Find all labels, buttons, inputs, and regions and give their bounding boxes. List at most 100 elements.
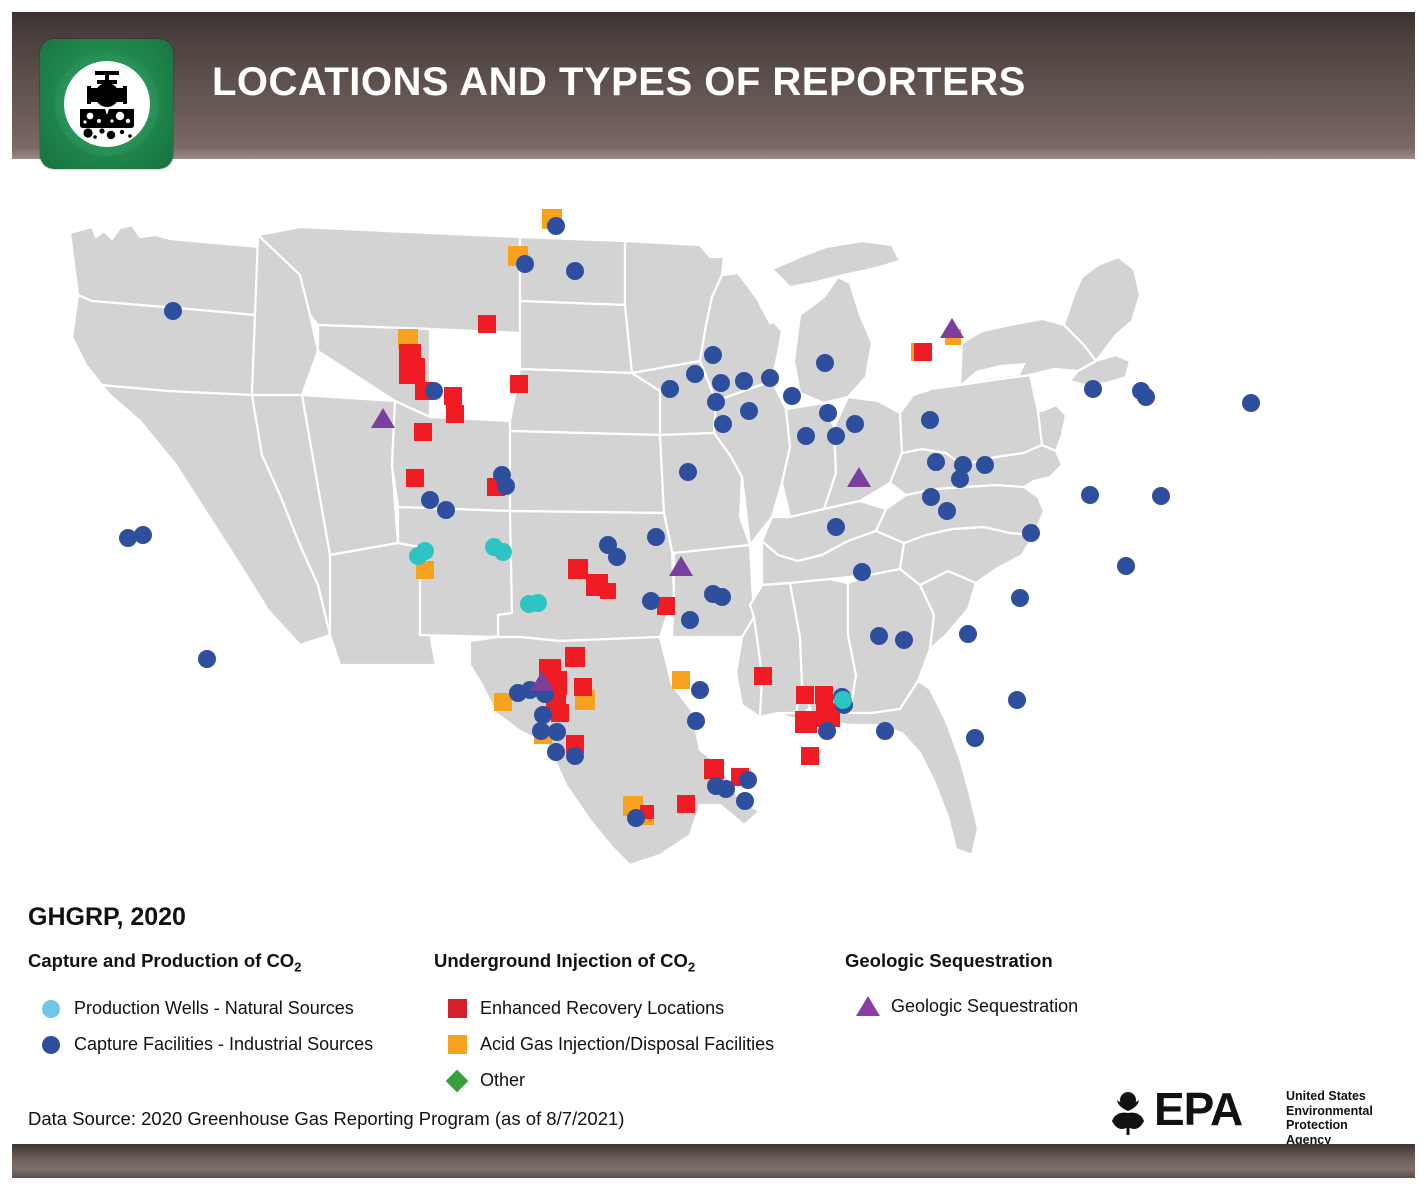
map-marker-enhanced-recovery[interactable]: [510, 375, 528, 393]
map-marker-capture-facility[interactable]: [679, 463, 697, 481]
map-marker-capture-facility[interactable]: [816, 354, 834, 372]
map-marker-capture-facility[interactable]: [164, 302, 182, 320]
map-marker-geologic-sequestration[interactable]: [847, 467, 871, 487]
map-marker-capture-facility[interactable]: [922, 488, 940, 506]
map-marker-capture-facility[interactable]: [921, 411, 939, 429]
map-marker-geologic-sequestration[interactable]: [530, 671, 554, 691]
map-marker-capture-facility[interactable]: [134, 526, 152, 544]
map-marker-capture-facility[interactable]: [1011, 589, 1029, 607]
map-marker-capture-facility[interactable]: [895, 631, 913, 649]
map-marker-enhanced-recovery[interactable]: [796, 686, 814, 704]
map-marker-capture-facility[interactable]: [713, 588, 731, 606]
map-marker-capture-facility[interactable]: [119, 529, 137, 547]
map-marker-capture-facility[interactable]: [437, 501, 455, 519]
map-marker-enhanced-recovery[interactable]: [795, 711, 817, 733]
map-marker-capture-facility[interactable]: [642, 592, 660, 610]
map-marker-capture-facility[interactable]: [870, 627, 888, 645]
map-marker-enhanced-recovery[interactable]: [574, 678, 592, 696]
map-marker-capture-facility[interactable]: [198, 650, 216, 668]
map-marker-capture-facility[interactable]: [735, 372, 753, 390]
map-marker-capture-facility[interactable]: [846, 415, 864, 433]
map-marker-capture-facility[interactable]: [1008, 691, 1026, 709]
map-marker-capture-facility[interactable]: [736, 792, 754, 810]
map-marker-enhanced-recovery[interactable]: [446, 405, 464, 423]
map-marker-capture-facility[interactable]: [425, 382, 443, 400]
map-marker-capture-facility[interactable]: [827, 518, 845, 536]
map-marker-capture-facility[interactable]: [1084, 380, 1102, 398]
map-marker-enhanced-recovery[interactable]: [815, 686, 833, 704]
legend-item-capture-facilities[interactable]: Capture Facilities - Industrial Sources: [28, 1027, 373, 1063]
map-marker-capture-facility[interactable]: [421, 491, 439, 509]
map-marker-capture-facility[interactable]: [818, 722, 836, 740]
map-marker-capture-facility[interactable]: [712, 374, 730, 392]
legend-item-enhanced-recovery[interactable]: Enhanced Recovery Locations: [434, 991, 774, 1027]
map-marker-capture-facility[interactable]: [691, 681, 709, 699]
map-marker-enhanced-recovery[interactable]: [565, 647, 585, 667]
legend-item-acid-gas[interactable]: Acid Gas Injection/Disposal Facilities: [434, 1027, 774, 1063]
map-marker-enhanced-recovery[interactable]: [478, 315, 496, 333]
map-marker-capture-facility[interactable]: [938, 502, 956, 520]
map-marker-capture-facility[interactable]: [714, 415, 732, 433]
map-marker-enhanced-recovery[interactable]: [657, 597, 675, 615]
map-marker-capture-facility[interactable]: [687, 712, 705, 730]
map-marker-capture-facility[interactable]: [686, 365, 704, 383]
map-marker-capture-facility[interactable]: [566, 747, 584, 765]
map-marker-acid-gas-injection[interactable]: [494, 693, 512, 711]
map-marker-geologic-sequestration[interactable]: [940, 318, 964, 338]
map-marker-capture-facility[interactable]: [1081, 486, 1099, 504]
map-marker-production-well[interactable]: [834, 691, 852, 709]
map-marker-enhanced-recovery[interactable]: [677, 795, 695, 813]
map-marker-capture-facility[interactable]: [661, 380, 679, 398]
map-marker-capture-facility[interactable]: [704, 346, 722, 364]
map-marker-geologic-sequestration[interactable]: [669, 556, 693, 576]
map-marker-capture-facility[interactable]: [547, 217, 565, 235]
map-marker-capture-facility[interactable]: [797, 427, 815, 445]
map-marker-capture-facility[interactable]: [976, 456, 994, 474]
map-marker-capture-facility[interactable]: [827, 427, 845, 445]
map-marker-production-well[interactable]: [529, 594, 547, 612]
map-marker-acid-gas-injection[interactable]: [416, 561, 434, 579]
map-marker-capture-facility[interactable]: [954, 456, 972, 474]
map-marker-production-well[interactable]: [494, 543, 512, 561]
map-marker-capture-facility[interactable]: [740, 402, 758, 420]
map-marker-capture-facility[interactable]: [497, 477, 515, 495]
map-marker-capture-facility[interactable]: [819, 404, 837, 422]
map-marker-capture-facility[interactable]: [534, 706, 552, 724]
map-marker-enhanced-recovery[interactable]: [754, 667, 772, 685]
us-map[interactable]: [0, 165, 1427, 895]
map-marker-acid-gas-injection[interactable]: [672, 671, 690, 689]
map-marker-capture-facility[interactable]: [761, 369, 779, 387]
map-marker-capture-facility[interactable]: [707, 393, 725, 411]
map-marker-capture-facility[interactable]: [951, 470, 969, 488]
map-marker-enhanced-recovery[interactable]: [414, 423, 432, 441]
map-marker-capture-facility[interactable]: [1022, 524, 1040, 542]
map-marker-capture-facility[interactable]: [1152, 487, 1170, 505]
map-marker-capture-facility[interactable]: [1117, 557, 1135, 575]
map-marker-capture-facility[interactable]: [717, 780, 735, 798]
map-marker-capture-facility[interactable]: [1242, 394, 1260, 412]
legend-item-geologic-sequestration[interactable]: Geologic Sequestration: [845, 988, 1078, 1024]
map-marker-capture-facility[interactable]: [532, 722, 550, 740]
legend-item-other[interactable]: Other: [434, 1063, 774, 1099]
map-marker-capture-facility[interactable]: [783, 387, 801, 405]
map-marker-capture-facility[interactable]: [927, 453, 945, 471]
map-marker-enhanced-recovery[interactable]: [801, 747, 819, 765]
map-marker-enhanced-recovery[interactable]: [704, 759, 724, 779]
map-marker-enhanced-recovery[interactable]: [551, 704, 569, 722]
map-marker-enhanced-recovery[interactable]: [568, 559, 588, 579]
map-marker-capture-facility[interactable]: [627, 809, 645, 827]
map-marker-capture-facility[interactable]: [1137, 388, 1155, 406]
map-marker-capture-facility[interactable]: [516, 255, 534, 273]
map-marker-capture-facility[interactable]: [959, 625, 977, 643]
map-marker-capture-facility[interactable]: [647, 528, 665, 546]
map-marker-capture-facility[interactable]: [547, 743, 565, 761]
map-marker-enhanced-recovery[interactable]: [600, 583, 616, 599]
map-marker-capture-facility[interactable]: [876, 722, 894, 740]
map-marker-enhanced-recovery[interactable]: [399, 358, 425, 384]
map-marker-capture-facility[interactable]: [608, 548, 626, 566]
map-marker-capture-facility[interactable]: [681, 611, 699, 629]
map-marker-enhanced-recovery[interactable]: [914, 343, 932, 361]
map-marker-geologic-sequestration[interactable]: [371, 408, 395, 428]
map-marker-capture-facility[interactable]: [548, 723, 566, 741]
map-marker-capture-facility[interactable]: [853, 563, 871, 581]
